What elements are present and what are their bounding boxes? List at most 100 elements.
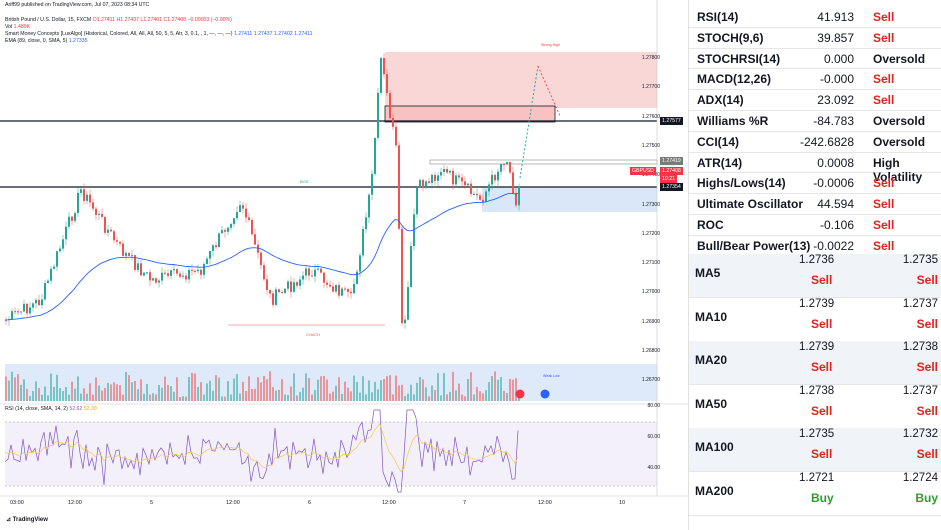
ma-exp-value: 1.2737 bbox=[902, 384, 938, 397]
indicator-action: Oversold bbox=[873, 51, 926, 66]
indicator-row: ADX(14) 23.092 Sell bbox=[689, 89, 941, 111]
indicator-value: -0.106 bbox=[819, 218, 854, 232]
candle-body bbox=[191, 269, 193, 271]
indicator-value: -242.6828 bbox=[799, 134, 854, 149]
candle-body bbox=[470, 183, 472, 194]
volume-bar bbox=[197, 387, 199, 401]
chart-panel[interactable]: Ariff99 published on TradingView.com, Ju… bbox=[0, 0, 688, 530]
candle-body bbox=[86, 194, 88, 201]
volume-bar bbox=[449, 391, 451, 401]
volume-bar bbox=[287, 394, 289, 401]
volume-bar bbox=[512, 379, 514, 401]
volume-bar bbox=[326, 379, 328, 401]
candle-body bbox=[269, 289, 271, 294]
candle-body bbox=[50, 268, 52, 281]
candle-body bbox=[29, 307, 31, 314]
indicator-action: High Volatility bbox=[873, 155, 923, 184]
candles bbox=[5, 53, 520, 329]
indicator-row: ATR(14) 0.0008 High Volatility bbox=[689, 152, 941, 184]
candle-body bbox=[224, 230, 226, 232]
volume-bar bbox=[515, 378, 517, 401]
candle-body bbox=[338, 284, 340, 296]
candle-body bbox=[122, 243, 124, 256]
volume-bar bbox=[215, 375, 217, 401]
volume-bar bbox=[473, 394, 475, 401]
volume-bar bbox=[173, 391, 175, 401]
smc-values: 1.27411 1.27437 1.27402 1.27411 bbox=[233, 31, 313, 37]
candle-body bbox=[413, 214, 415, 247]
volume-bar bbox=[305, 373, 307, 401]
indicator-name: ROC bbox=[697, 218, 724, 232]
indicator-action: Sell bbox=[873, 176, 895, 191]
tradingview-logo[interactable]: ⊿ TradingView bbox=[6, 517, 48, 523]
volume-bar bbox=[509, 378, 511, 401]
candle-body bbox=[128, 252, 130, 256]
candle-body bbox=[485, 191, 487, 203]
candle-body bbox=[320, 268, 322, 273]
volume-bar bbox=[200, 382, 202, 401]
volume-bar bbox=[314, 390, 316, 401]
candle-body bbox=[152, 278, 154, 281]
candle-body bbox=[398, 145, 400, 229]
candle-body bbox=[74, 213, 76, 221]
candle-body bbox=[296, 282, 298, 286]
candle-body bbox=[344, 288, 346, 290]
volume-bar bbox=[107, 382, 109, 401]
candle-body bbox=[77, 192, 79, 214]
volume-bar bbox=[203, 394, 205, 401]
candle-body bbox=[365, 217, 367, 230]
indicator-name: STOCHRSI(14) bbox=[697, 51, 781, 66]
candle-body bbox=[371, 173, 373, 195]
volume-bar bbox=[17, 374, 19, 401]
rsi-ma-value: 52.30 bbox=[83, 406, 97, 412]
volume-bar bbox=[476, 387, 478, 401]
volume-bar bbox=[428, 396, 430, 401]
candle-body bbox=[347, 289, 349, 292]
volume-bar bbox=[497, 379, 499, 401]
time-tick: 7 bbox=[463, 500, 467, 506]
volume-bar bbox=[176, 377, 178, 401]
volume-bar bbox=[494, 371, 496, 401]
candle-body bbox=[206, 258, 208, 265]
candle-body bbox=[503, 163, 505, 165]
ma-simple-value: 1.2735 bbox=[799, 428, 835, 440]
volume-bar bbox=[95, 377, 97, 401]
indicator-row: ROC -0.106 Sell bbox=[689, 214, 941, 236]
candle-body bbox=[461, 177, 463, 182]
volume-bar bbox=[437, 373, 439, 401]
volume-bar bbox=[269, 371, 271, 401]
volume-bar bbox=[302, 387, 304, 401]
candle-body bbox=[263, 265, 265, 280]
candle-body bbox=[62, 239, 64, 249]
candle-body bbox=[428, 181, 430, 183]
price-chart[interactable] bbox=[0, 0, 688, 530]
volume-bar bbox=[464, 396, 466, 401]
candle-body bbox=[389, 93, 391, 119]
candle-body bbox=[59, 248, 61, 252]
volume-bar bbox=[347, 387, 349, 401]
indicator-action: Sell bbox=[873, 30, 895, 45]
volume-bar bbox=[434, 389, 436, 401]
flag-icon[interactable] bbox=[540, 389, 550, 399]
tag-symbol: GBPUSD bbox=[630, 167, 656, 175]
indicator-name: Williams %R bbox=[697, 114, 769, 128]
candle-body bbox=[212, 245, 214, 251]
alert-icon[interactable] bbox=[515, 389, 525, 399]
volume-bar bbox=[38, 388, 40, 401]
candle-body bbox=[434, 174, 436, 181]
indicator-row: MACD(12,26) -0.000 Sell bbox=[689, 68, 941, 91]
volume-bar bbox=[482, 393, 484, 401]
candle-body bbox=[335, 284, 337, 292]
volume-bar bbox=[254, 388, 256, 401]
candle-body bbox=[467, 183, 469, 186]
indicator-action: Sell bbox=[873, 238, 895, 253]
volume-bar bbox=[50, 373, 52, 401]
indicator-row: Ultimate Oscillator 44.594 Sell bbox=[689, 193, 941, 215]
price-tick: 1.27200 bbox=[641, 230, 660, 237]
indicator-action: Oversold bbox=[873, 114, 926, 128]
candle-body bbox=[419, 179, 421, 189]
volume-bar bbox=[455, 390, 457, 401]
indicator-value: 23.092 bbox=[817, 93, 854, 108]
candle-body bbox=[23, 303, 25, 312]
rsi-tick: 80.00 bbox=[647, 403, 660, 409]
